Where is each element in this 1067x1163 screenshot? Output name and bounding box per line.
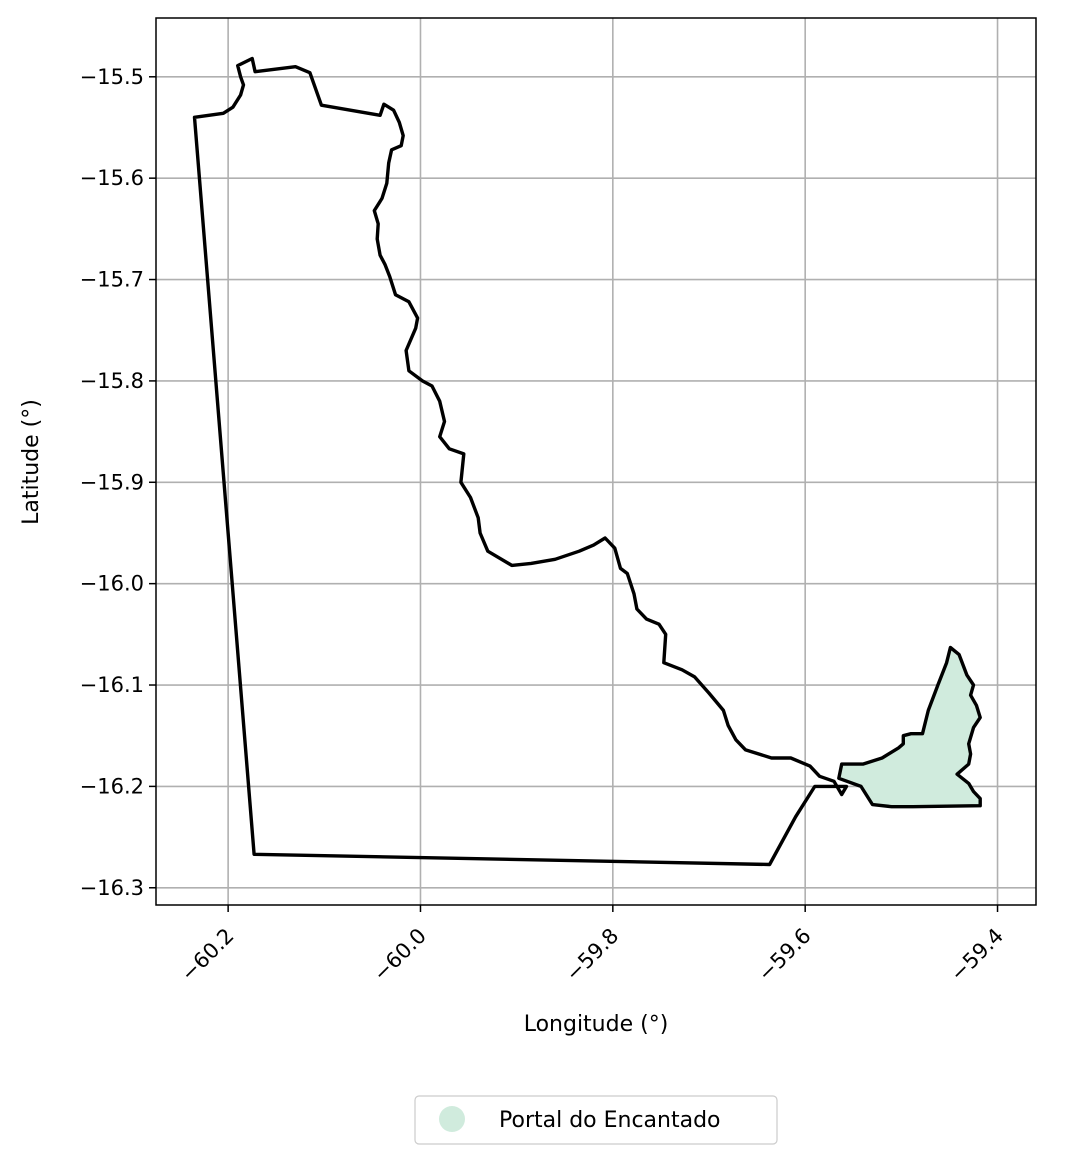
- region-outer-boundary: [192, 56, 849, 867]
- legend-label-portal-do-encantado: Portal do Encantado: [499, 1108, 721, 1133]
- x-axis-label: Longitude (°): [524, 1012, 669, 1037]
- legend-box: [414, 1095, 778, 1145]
- legend: Portal do Encantado: [414, 1095, 778, 1145]
- y-tick-label: −15.8: [80, 369, 144, 393]
- y-tick-label: −15.5: [80, 65, 144, 89]
- plot-frame: [155, 17, 1037, 906]
- y-tick-label: −16.1: [80, 673, 144, 697]
- region-portal-do-encantado: [837, 645, 982, 809]
- map-regions: [192, 56, 982, 867]
- y-tick-label: −15.7: [80, 268, 144, 292]
- y-tick-label: −16.3: [80, 876, 144, 900]
- y-axis: −15.5 −15.6 −15.7 −15.8 −15.9 −16.0 −16.1 −16.2…: [80, 65, 156, 900]
- y-tick-label: −15.6: [80, 166, 144, 190]
- y-tick-label: −16.2: [80, 774, 144, 798]
- legend-marker-portal-do-encantado: [439, 1106, 465, 1132]
- y-tick-label: −16.0: [80, 572, 144, 596]
- y-tick-label: −15.9: [80, 470, 144, 494]
- y-axis-label: Latitude (°): [19, 399, 44, 525]
